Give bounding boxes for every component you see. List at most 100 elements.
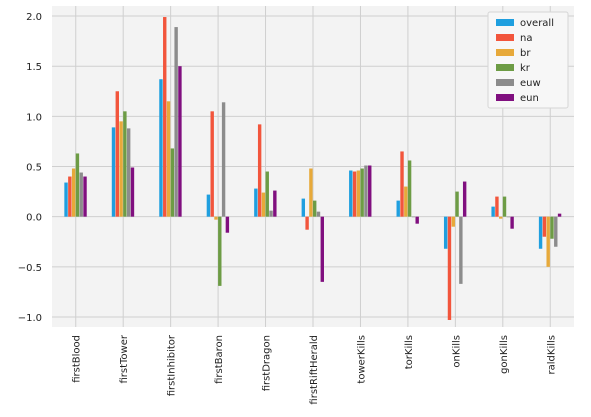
bar-kr-onKills [455, 191, 459, 217]
y-tick-label: 1.0 [26, 112, 42, 123]
y-tick-label: 1.5 [26, 62, 42, 73]
bar-euw-gonKills [506, 216, 511, 218]
bar-br-towerKills [356, 170, 361, 217]
bar-overall-raldKills [538, 216, 543, 249]
bar-kr-firstRiftHerald [313, 200, 317, 217]
bar-kr-firstTower [123, 111, 127, 217]
bar-na-onKills [447, 216, 452, 320]
bar-euw-firstBaron [221, 102, 226, 217]
bar-overall-firstDragon [254, 188, 258, 217]
legend-swatch-euw [496, 79, 514, 86]
legend-swatch-kr [496, 64, 514, 71]
bar-euw-raldKills [554, 216, 558, 247]
x-tick-label: raldKills [546, 335, 557, 374]
bar-na-torKills [400, 151, 404, 217]
axes: −1.0 −0.5 0.0 0.5 1.0 1.5 2.0 firstBlood firstTo… [18, 12, 558, 405]
bar-euw-firstRiftHerald [316, 211, 321, 217]
y-tick-label: 0.5 [26, 163, 42, 174]
bar-kr-raldKills [550, 216, 554, 239]
x-tick-label: onKills [451, 335, 462, 368]
legend-label-euw: euw [520, 78, 541, 89]
bar-euw-firstTower [126, 128, 131, 217]
bar-eun-firstRiftHerald [320, 216, 324, 282]
bar-eun-firstInhibitor [178, 66, 182, 217]
legend-label-kr: kr [520, 63, 531, 74]
bar-br-firstDragon [261, 192, 266, 217]
bars [64, 17, 562, 320]
bar-na-firstInhibitor [163, 17, 167, 217]
bar-kr-towerKills [360, 168, 364, 217]
x-tick-label: firstDragon [262, 335, 273, 391]
x-tick-label: torKills [404, 335, 415, 369]
bar-euw-firstDragon [269, 210, 273, 217]
bar-kr-firstDragon [265, 171, 269, 217]
bar-euw-torKills [411, 216, 416, 218]
bar-eun-torKills [415, 216, 419, 224]
bar-overall-firstRiftHerald [301, 198, 306, 217]
bar-eun-raldKills [557, 213, 562, 217]
bar-na-firstTower [115, 91, 119, 217]
bar-eun-onKills [462, 181, 467, 217]
bar-euw-firstBlood [79, 172, 83, 217]
bar-br-onKills [451, 216, 455, 227]
x-tick-label: firstTower [119, 334, 130, 383]
legend-swatch-overall [496, 19, 514, 26]
bar-na-firstRiftHerald [305, 216, 309, 230]
x-tick-label: gonKills [499, 335, 510, 374]
x-tick-label: firstRiftHerald [309, 335, 320, 405]
bar-overall-firstBaron [206, 194, 211, 217]
legend-swatch-br [496, 49, 514, 56]
bar-overall-firstBlood [64, 182, 68, 217]
bar-kr-firstInhibitor [170, 148, 175, 217]
y-tick-label: −0.5 [18, 263, 42, 274]
bar-br-firstTower [119, 121, 123, 217]
bar-na-firstBlood [68, 176, 72, 217]
bar-eun-firstBlood [83, 176, 87, 217]
legend-swatch-eun [496, 94, 514, 101]
bar-na-firstDragon [257, 124, 262, 217]
bar-br-torKills [404, 186, 408, 217]
bar-overall-gonKills [491, 206, 495, 217]
bar-euw-onKills [459, 216, 463, 284]
y-tick-label: 0.0 [26, 213, 42, 224]
x-tick-label: firstBaron [214, 335, 225, 384]
x-tick-label: towerKills [356, 335, 367, 384]
bar-overall-towerKills [349, 170, 353, 217]
bar-br-raldKills [546, 216, 550, 267]
bar-kr-firstBaron [218, 216, 222, 286]
y-tick-label: 2.0 [26, 12, 42, 23]
bar-br-firstInhibitor [166, 101, 171, 217]
x-tick-label: firstBlood [72, 335, 83, 383]
bar-overall-firstInhibitor [159, 79, 163, 217]
bar-eun-firstTower [130, 167, 135, 217]
bar-overall-torKills [396, 200, 400, 217]
bar-overall-firstTower [111, 127, 116, 217]
x-tick-label: firstInhibitor [167, 334, 178, 396]
legend-label-overall: overall [520, 18, 554, 29]
bar-na-gonKills [495, 196, 499, 217]
bar-br-gonKills [499, 216, 503, 219]
bar-euw-towerKills [364, 165, 368, 217]
legend: overall na br kr euw eun [487, 11, 569, 109]
bar-na-raldKills [542, 216, 547, 237]
bar-br-firstBlood [71, 168, 76, 217]
legend-swatch-na [496, 34, 514, 41]
bar-br-firstBaron [214, 216, 218, 220]
bar-br-firstRiftHerald [309, 168, 313, 217]
bar-na-towerKills [352, 171, 357, 217]
y-tick-label: −1.0 [18, 313, 42, 324]
bar-eun-gonKills [510, 216, 514, 229]
bar-eun-towerKills [368, 165, 372, 217]
bar-na-firstBaron [210, 111, 214, 217]
bar-overall-onKills [443, 216, 448, 249]
bar-kr-firstBlood [75, 153, 80, 217]
bar-kr-gonKills [502, 196, 507, 217]
legend-label-br: br [520, 48, 531, 59]
bar-eun-firstDragon [273, 190, 277, 217]
legend-label-eun: eun [520, 93, 539, 104]
bar-kr-torKills [407, 160, 412, 217]
bar-eun-firstBaron [225, 216, 230, 233]
legend-label-na: na [520, 33, 532, 44]
